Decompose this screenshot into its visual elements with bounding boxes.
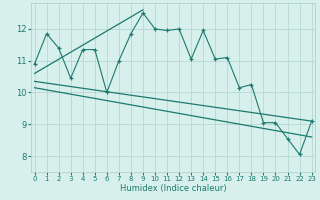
X-axis label: Humidex (Indice chaleur): Humidex (Indice chaleur) [120,184,227,193]
